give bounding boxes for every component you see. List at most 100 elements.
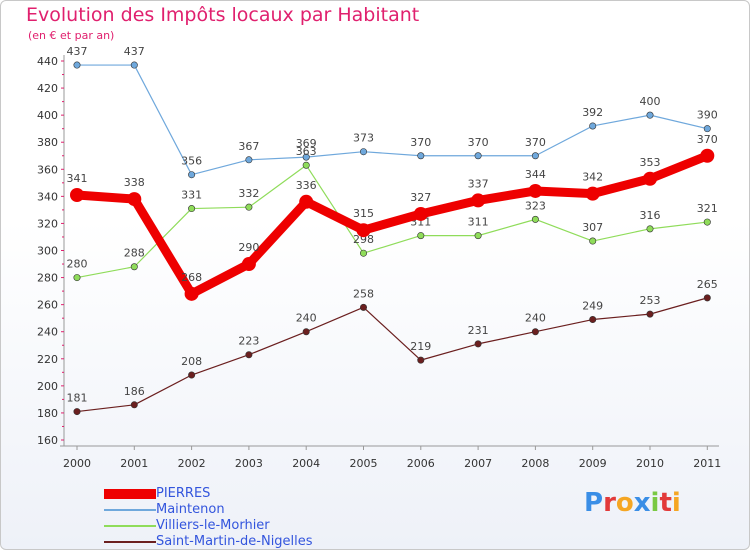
data-point-maintenon [417,152,425,160]
data-label-villiers-le-morhier: 323 [525,199,546,212]
data-point-pierres [127,192,142,207]
data-point-saint-martin-de-nigelles [302,328,310,336]
data-label-pierres: 338 [124,176,145,189]
data-label-pierres: 353 [640,156,661,169]
data-label-villiers-le-morhier: 332 [238,187,259,200]
data-label-saint-martin-de-nigelles: 240 [296,312,317,325]
data-point-villiers-le-morhier [130,263,138,271]
legend-swatch-pierres [104,489,156,499]
data-point-saint-martin-de-nigelles [646,310,654,318]
data-point-pierres [70,188,84,203]
data-point-saint-martin-de-nigelles [245,351,253,359]
chart-subtitle: (en € et par an) [28,29,115,42]
legend-swatch-saint-martin [104,541,156,543]
data-point-maintenon [359,148,367,156]
chart-title: Evolution des Impôts locaux par Habitant [26,4,420,26]
data-label-saint-martin-de-nigelles: 240 [525,312,546,325]
x-tick-label: 2009 [579,457,607,470]
logo-letter: i [671,488,681,518]
data-label-pierres: 315 [353,207,374,220]
y-tick-label: 320 [37,217,58,230]
series-line-maintenon [76,64,708,176]
x-tick-label: 2000 [63,457,91,470]
data-label-maintenon: 373 [353,132,374,145]
y-tick-label: 300 [37,245,58,258]
data-point-villiers-le-morhier [474,232,482,240]
data-label-maintenon: 370 [410,136,431,149]
data-label-pierres: 344 [525,168,546,181]
data-point-pierres [471,193,486,208]
data-label-pierres: 268 [181,271,202,284]
data-point-saint-martin-de-nigelles [188,371,196,379]
data-label-maintenon: 370 [525,136,546,149]
data-label-saint-martin-de-nigelles: 181 [67,392,88,405]
data-point-saint-martin-de-nigelles [359,303,367,311]
legend-swatch-villiers [104,525,156,527]
data-label-maintenon: 437 [67,45,88,58]
data-point-maintenon [73,61,81,69]
data-point-villiers-le-morhier [531,215,539,223]
data-point-villiers-le-morhier [188,205,196,213]
data-point-maintenon [589,122,597,130]
data-point-pierres [643,171,657,186]
data-label-maintenon: 437 [124,45,145,58]
y-tick-label: 280 [37,272,58,285]
logo-letter: t [659,488,672,518]
data-point-maintenon [130,61,138,69]
logo-letter: P [584,488,604,518]
legend-label-villiers: Villiers-le-Morhier [156,518,270,533]
data-label-maintenon: 370 [468,136,489,149]
data-point-pierres [299,194,314,209]
data-point-saint-martin-de-nigelles [531,328,539,336]
data-point-pierres [528,183,543,198]
data-point-pierres [356,223,371,238]
data-point-maintenon [188,171,196,179]
data-label-villiers-le-morhier: 307 [582,221,603,234]
y-tick-label: 180 [37,407,58,420]
logo-letter: i [650,488,660,518]
data-label-maintenon: 390 [697,109,718,122]
data-point-maintenon [531,152,539,160]
legend-label-saint-martin: Saint-Martin-de-Nigelles [156,534,313,549]
x-tick-label: 2010 [636,457,664,470]
x-tick-label: 2004 [292,457,320,470]
data-label-maintenon: 392 [582,106,603,119]
x-tick-label: 2005 [350,457,378,470]
data-label-pierres: 327 [410,191,431,204]
data-point-pierres [241,257,256,272]
legend-label-pierres: PIERRES [156,486,211,501]
y-tick-label: 200 [37,380,58,393]
legend-label-maintenon: Maintenon [156,502,225,517]
data-label-pierres: 370 [697,133,718,146]
data-label-maintenon: 400 [640,95,661,108]
data-label-villiers-le-morhier: 363 [296,145,317,158]
data-point-saint-martin-de-nigelles [589,316,597,324]
series-line-saint-martin-de-nigelles [76,297,708,413]
data-label-saint-martin-de-nigelles: 231 [468,324,489,337]
x-tick-label: 2011 [693,457,721,470]
data-point-saint-martin-de-nigelles [474,340,482,348]
data-point-pierres [413,206,428,221]
x-tick-label: 2001 [120,457,148,470]
data-label-villiers-le-morhier: 280 [67,258,88,271]
y-tick-label: 160 [37,434,58,447]
data-label-saint-martin-de-nigelles: 249 [582,300,603,313]
series-line-pierres [72,151,712,299]
data-point-saint-martin-de-nigelles [417,356,425,364]
data-label-villiers-le-morhier: 298 [353,233,374,246]
logo-letter: o [615,488,634,518]
proxiti-logo: Proxiti [584,488,681,518]
data-label-saint-martin-de-nigelles: 186 [124,385,145,398]
data-label-maintenon: 356 [181,155,202,168]
y-tick-label: 400 [37,109,58,122]
y-tick-label: 380 [37,136,58,149]
data-label-pierres: 341 [67,172,88,185]
data-point-villiers-le-morhier [359,249,367,257]
data-label-saint-martin-de-nigelles: 265 [697,278,718,291]
data-point-pierres [585,186,600,201]
y-tick-label: 360 [37,163,58,176]
x-tick-label: 2007 [464,457,492,470]
legend-swatch-maintenon [104,509,156,511]
data-point-pierres [700,148,715,163]
